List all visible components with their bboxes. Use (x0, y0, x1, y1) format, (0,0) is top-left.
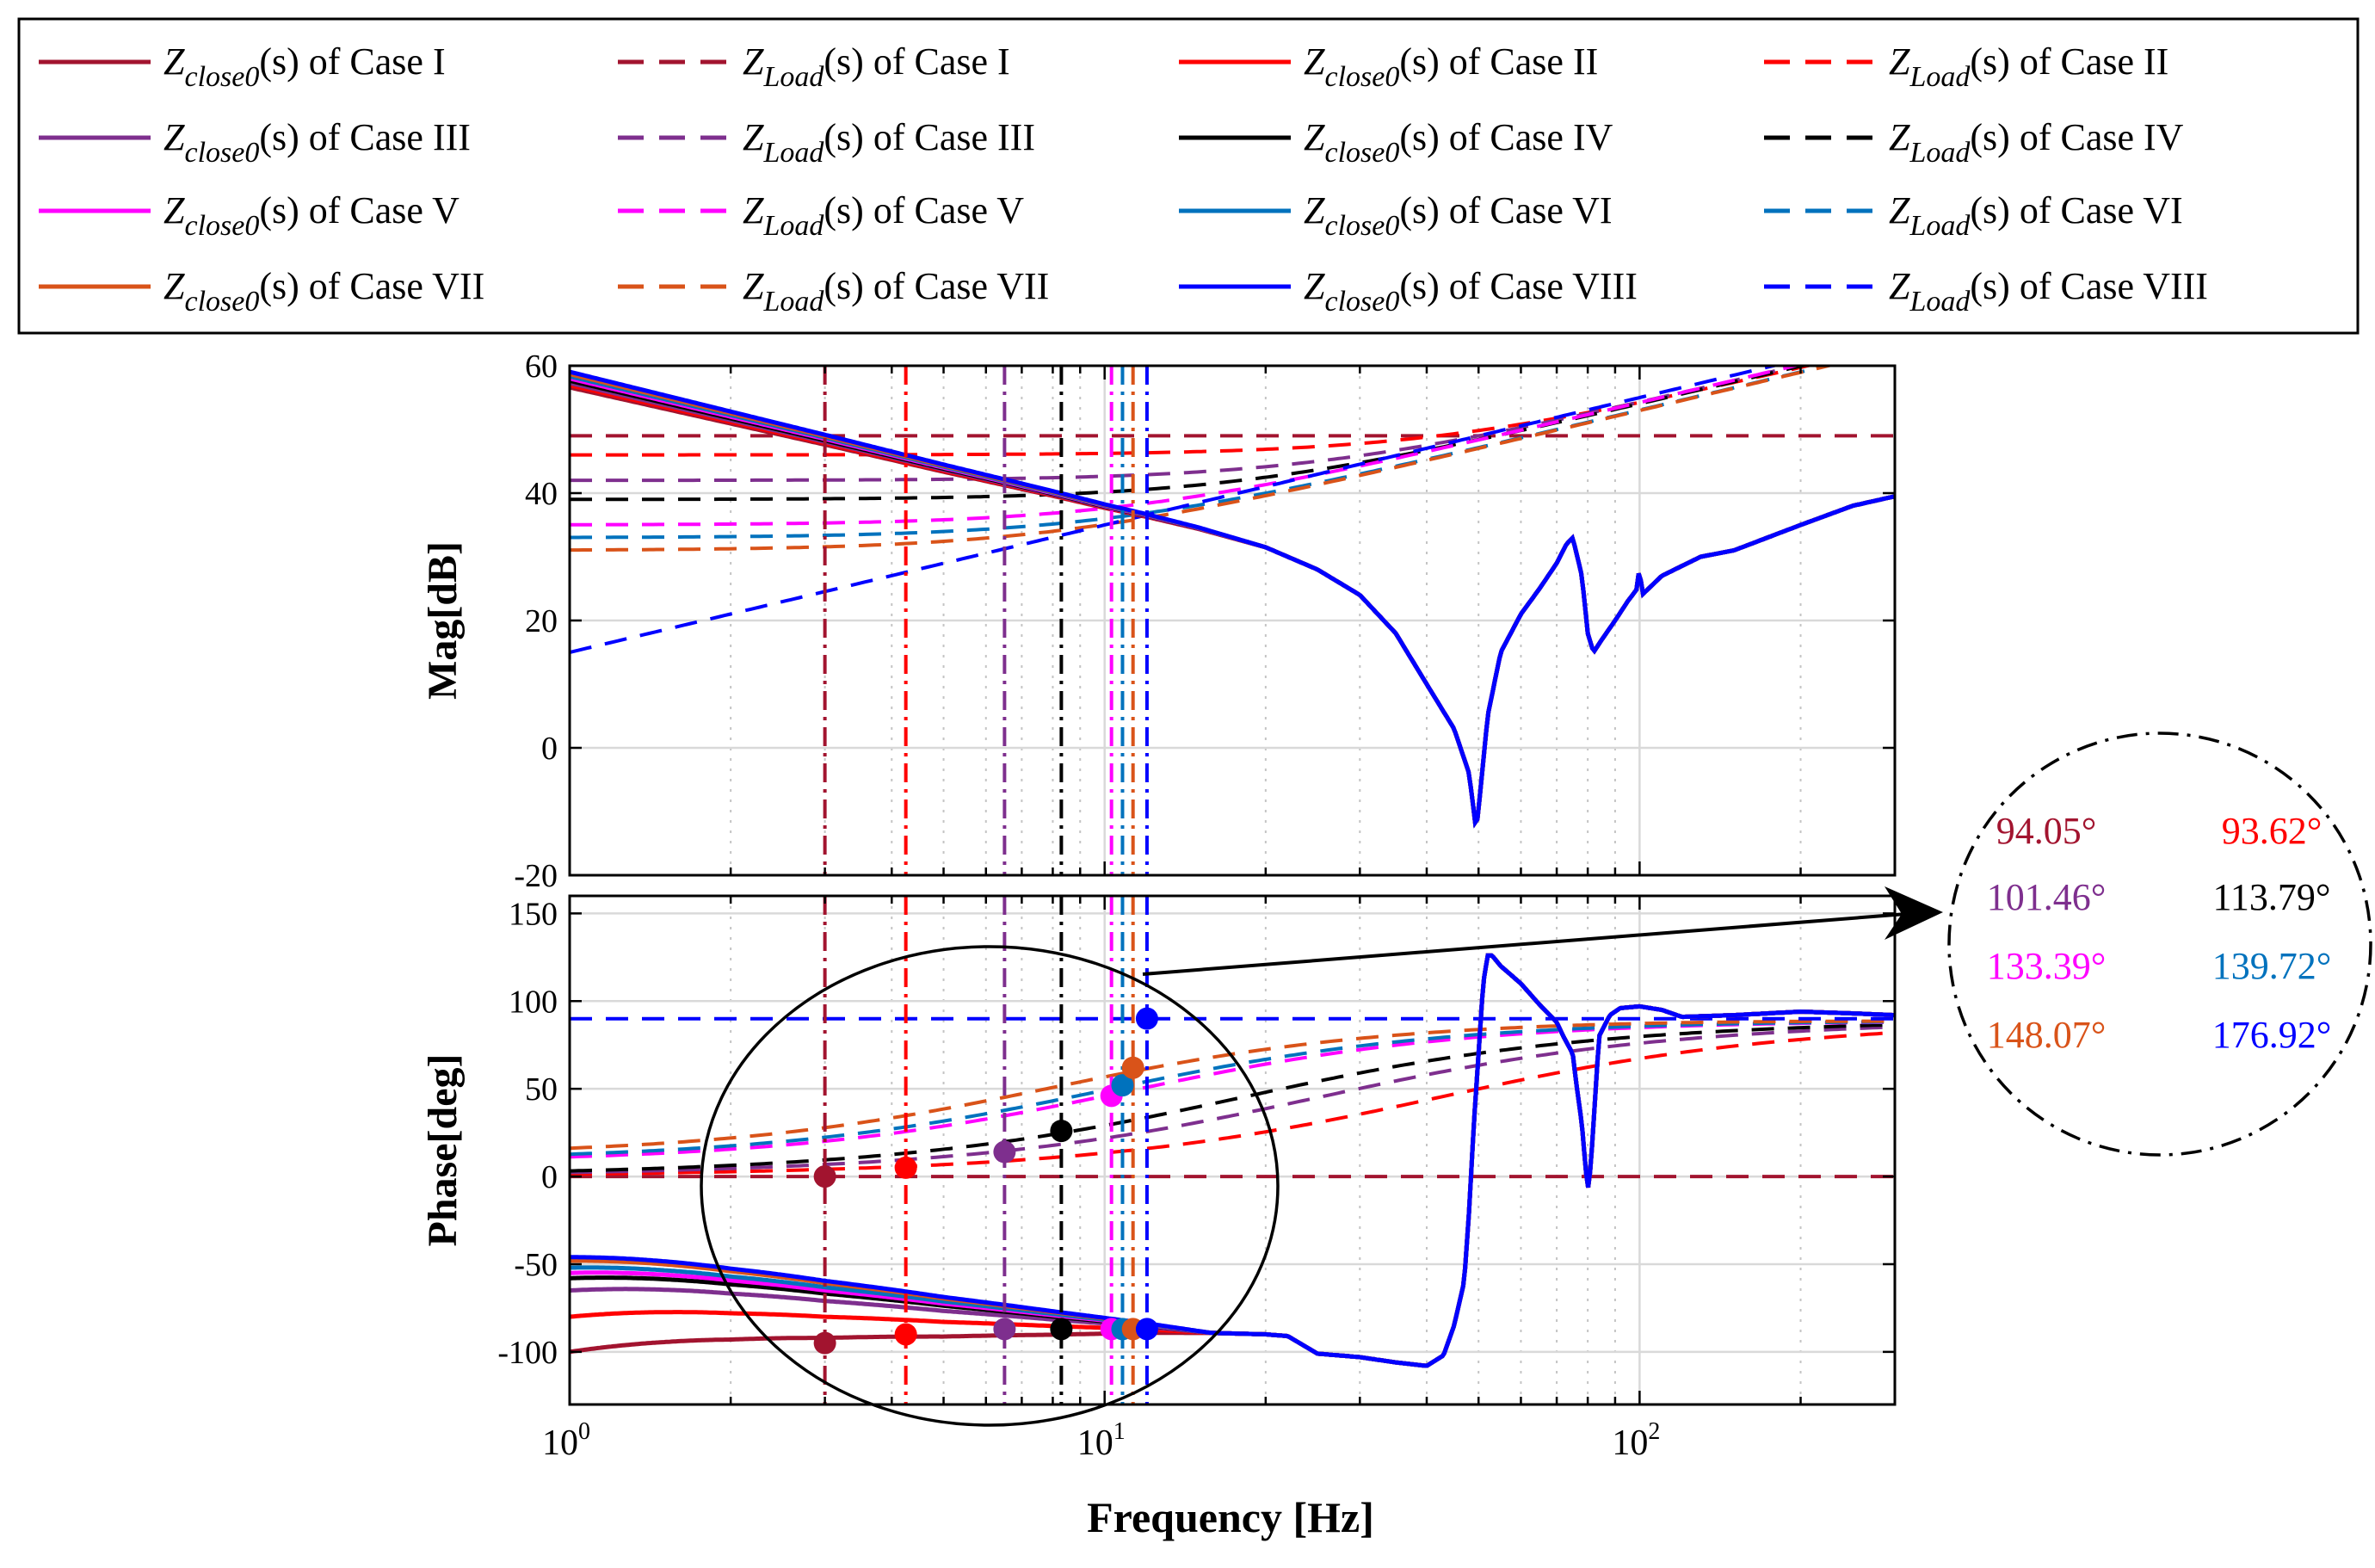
phase-load-marker-case-VII (1121, 1056, 1144, 1079)
legend-close0-label-case-VII: Zclose0(s) of Case VII (163, 265, 484, 318)
callout-line (1142, 912, 1907, 976)
phase-load-line-case-IV (570, 1022, 1895, 1173)
phase-ytick-label: -50 (514, 1247, 558, 1283)
mag-ytick-label: 60 (525, 349, 558, 385)
legend-load-label-case-I: ZLoad(s) of Case I (743, 40, 1010, 93)
callout-circle (1947, 732, 2372, 1157)
phase-margin-label-case-IV: 113.79° (2213, 876, 2331, 918)
legend-load-label-case-II: ZLoad(s) of Case II (1889, 40, 2168, 93)
mag-load-line-case-VII (570, 366, 1836, 553)
legend-box (17, 17, 2360, 335)
mag-load-line-case-III (570, 366, 1805, 483)
x-tick-label: 102 (1612, 1418, 1660, 1463)
legend-close0-label-case-II: Zclose0(s) of Case II (1304, 40, 1598, 93)
legend-load-label-case-VII: ZLoad(s) of Case VII (743, 265, 1049, 318)
phase-load-line-case-II (570, 1030, 1895, 1176)
phase-ytick-label: 150 (509, 896, 558, 932)
phase-load-line-case-III (570, 1025, 1895, 1175)
mag-ytick-label: -20 (514, 858, 558, 894)
legend-close0-label-case-VI: Zclose0(s) of Case VI (1304, 189, 1613, 242)
mag-ytick-label: 40 (525, 476, 558, 512)
phase-close0-marker-case-I (813, 1331, 836, 1355)
legend-load-label-case-III: ZLoad(s) of Case III (743, 116, 1035, 169)
legend-close0-label-case-I: Zclose0(s) of Case I (163, 40, 446, 93)
phase-load-marker-case-VI (1111, 1074, 1134, 1097)
phase-load-marker-case-I (813, 1165, 836, 1188)
phase-close0-line-case-VIII (570, 953, 1895, 1368)
mag-close0-line-case-V (570, 376, 1895, 829)
phase-close0-marker-case-VIII (1135, 1318, 1158, 1341)
phase-margin-label-case-I: 94.05° (1996, 810, 2097, 852)
mag-ytick-label: 0 (541, 731, 558, 767)
mag-load-line-case-VIII (570, 366, 1781, 654)
mag-load-line-case-V (570, 366, 1803, 527)
phase-margin-label-case-III: 101.46° (1987, 876, 2107, 918)
legend-close0-label-case-IV: Zclose0(s) of Case IV (1304, 116, 1613, 169)
mag-close0-line-case-VI (570, 373, 1895, 829)
mag-close0-line-case-IV (570, 378, 1895, 829)
mag-load-line-case-VI (570, 366, 1835, 540)
phase-ytick-label: 100 (509, 984, 558, 1020)
mag-grid (568, 364, 1896, 877)
mag-load-line-case-II (570, 366, 1816, 457)
phase-load-marker-case-II (894, 1156, 917, 1179)
phase-ytick-label: -100 (497, 1335, 558, 1371)
phase-margin-label-case-V: 133.39° (1987, 945, 2107, 987)
mag-ytick-label: 20 (525, 603, 558, 639)
phase-load-line-case-V (570, 1020, 1895, 1159)
phase-load-line-case-VI (570, 1020, 1895, 1157)
phase-margin-label-case-VII: 148.07° (1987, 1014, 2107, 1056)
legend-load-label-case-V: ZLoad(s) of Case V (743, 189, 1024, 242)
legend-close0-label-case-VIII: Zclose0(s) of Case VIII (1304, 265, 1638, 318)
mag-y-axis-label: Mag[dB] (420, 541, 466, 700)
x-tick-label: 101 (1077, 1418, 1126, 1463)
legend-load-label-case-IV: ZLoad(s) of Case IV (1889, 116, 2184, 169)
mag-close0-line-case-I (570, 385, 1895, 829)
mag-close0-line-case-VIII (570, 369, 1895, 829)
phase-margin-label-case-II: 93.62° (2222, 810, 2323, 852)
legend-close0-label-case-V: Zclose0(s) of Case V (163, 189, 460, 242)
phase-load-marker-case-IV (1050, 1120, 1073, 1143)
legend-load-label-case-VI: ZLoad(s) of Case VI (1889, 189, 2183, 242)
phase-load-line-case-VII (570, 1019, 1895, 1151)
phase-axes-box (568, 894, 1897, 1406)
phase-grid (568, 896, 1896, 1404)
phase-ytick-label: 0 (541, 1159, 558, 1195)
legend-load-label-case-VIII: ZLoad(s) of Case VIII (1889, 265, 2208, 318)
mag-series (570, 366, 1895, 875)
highlight-ellipse (700, 945, 1280, 1427)
legend-close0-label-case-III: Zclose0(s) of Case III (163, 116, 471, 169)
mag-load-line-case-IV (570, 366, 1810, 502)
phase-series (570, 896, 1895, 1404)
phase-close0-marker-case-III (993, 1318, 1016, 1341)
phase-y-axis-label: Phase[deg] (420, 1054, 466, 1247)
phase-close0-marker-case-IV (1050, 1318, 1073, 1341)
phase-margin-label-case-VI: 139.72° (2212, 945, 2332, 987)
phase-load-marker-case-III (993, 1140, 1016, 1164)
phase-close0-marker-case-II (894, 1323, 917, 1346)
callout-arrowhead (1885, 886, 1943, 940)
phase-load-marker-case-VIII (1135, 1007, 1158, 1030)
phase-margin-label-case-VIII: 176.92° (2212, 1014, 2332, 1056)
x-tick-label: 100 (542, 1418, 590, 1463)
x-axis-label: Frequency [Hz] (1087, 1493, 1374, 1541)
phase-ytick-label: 50 (525, 1071, 558, 1108)
mag-close0-line-case-VII (570, 372, 1895, 829)
